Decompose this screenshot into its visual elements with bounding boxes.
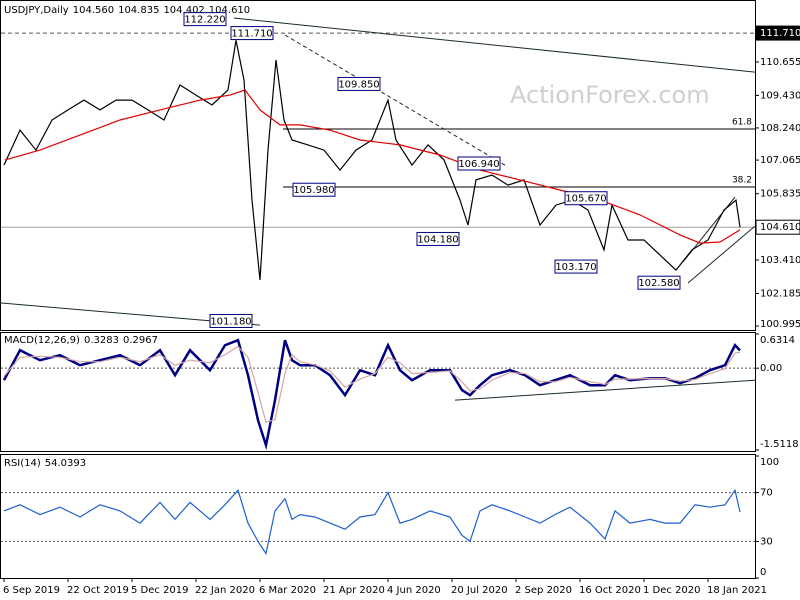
- quote-value: 104.835: [118, 5, 159, 16]
- panel-title: RSI(14) 54.0393: [4, 458, 86, 469]
- x-tick-label: 21 Apr 2020: [323, 585, 385, 596]
- pivot-box: [416, 231, 460, 246]
- y-tick-label: 0.6314: [760, 335, 795, 346]
- price-box: [755, 219, 800, 235]
- pivot-box: [637, 275, 681, 290]
- pivot-label: 105.980: [293, 185, 334, 196]
- pivot-label: 104.180: [417, 234, 458, 245]
- x-tick-label: 16 Oct 2020: [579, 585, 641, 596]
- series-line: [3, 488, 741, 556]
- pivot-label: 109.850: [338, 79, 379, 90]
- pivot-box: [183, 12, 227, 27]
- quote-value: 104.402: [163, 5, 204, 16]
- x-tick-label: 5 Dec 2019: [131, 585, 189, 596]
- x-tick-label: 4 Jun 2020: [387, 585, 441, 596]
- pivot-box: [457, 156, 501, 171]
- x-tick-label: 2 Sep 2020: [515, 585, 572, 596]
- pivot-label: 112.220: [184, 15, 225, 26]
- y-tick-label: 104.610: [760, 222, 800, 233]
- y-tick-label: 111.710: [760, 28, 800, 39]
- trendline: [284, 34, 506, 166]
- y-tick-label: 100: [760, 457, 779, 468]
- title-text: RSI(14): [4, 458, 41, 469]
- title-text: MACD(12,26,9): [4, 335, 80, 346]
- pivot-label: 111.710: [231, 29, 272, 40]
- x-tick-label: 22 Jan 2020: [195, 585, 255, 596]
- y-tick-label: 105.835: [760, 189, 800, 200]
- level-label: 38.2: [732, 176, 752, 186]
- series-line: [3, 40, 741, 281]
- y-tick-label: -1.5118: [760, 439, 799, 450]
- y-tick-label: 70: [760, 488, 773, 499]
- y-tick-label: 108.240: [760, 123, 800, 134]
- quote-value: 104.560: [73, 5, 114, 16]
- price-box: [755, 25, 800, 41]
- x-tick-label: 20 Jul 2020: [451, 585, 508, 596]
- y-tick-label: 100.995: [760, 319, 800, 330]
- x-tick-label: 1 Dec 2020: [643, 585, 701, 596]
- x-tick-label: 6 Sep 2019: [3, 585, 60, 596]
- y-tick-label: 30: [760, 536, 773, 547]
- pivot-box: [554, 259, 598, 274]
- series-line: [2, 338, 741, 451]
- pivot-box: [209, 313, 253, 328]
- readout-value: 0.3283: [84, 335, 119, 346]
- pivot-box: [564, 191, 608, 206]
- panel-title: USDJPY,Daily 104.560 104.835 104.402 104.610: [4, 5, 250, 16]
- trendline: [687, 225, 756, 284]
- readout-value: 0.2967: [123, 335, 158, 346]
- watermark: ActionForex.com: [510, 81, 710, 109]
- pivot-box: [292, 182, 336, 197]
- pivot-label: 105.670: [565, 194, 606, 205]
- readout-value: 54.0393: [45, 458, 86, 469]
- pivot-label: 106.940: [458, 159, 499, 170]
- panel-title: MACD(12,26,9) 0.3283 0.2967: [4, 335, 158, 346]
- macd-panel: [0, 332, 756, 452]
- pivot-box: [230, 26, 274, 41]
- y-tick-label: 0.00: [760, 363, 782, 374]
- pivot-box: [337, 76, 381, 91]
- x-tick-label: 6 Mar 2020: [259, 585, 316, 596]
- trendline: [233, 17, 756, 73]
- pivot-label: 101.180: [210, 316, 251, 327]
- series-line: [4, 89, 741, 244]
- pivot-label: 103.170: [555, 262, 596, 273]
- rsi-panel: [0, 454, 756, 579]
- x-tick-label: 22 Oct 2019: [67, 585, 129, 596]
- y-tick-label: 110.655: [760, 57, 800, 68]
- series-line: [3, 345, 741, 424]
- y-tick-label: 107.065: [760, 155, 800, 166]
- level-label: 61.8: [732, 118, 752, 128]
- x-tick-label: 18 Jan 2021: [707, 585, 767, 596]
- y-tick-label: 0: [760, 567, 766, 578]
- quote-value: 104.610: [209, 5, 250, 16]
- y-tick-label: 102.185: [760, 289, 800, 300]
- trendline: [454, 379, 756, 401]
- y-tick-label: 103.410: [760, 255, 800, 266]
- title-text: USDJPY,Daily: [4, 5, 69, 16]
- main-panel: [0, 0, 756, 331]
- pivot-label: 102.580: [638, 278, 679, 289]
- y-tick-label: 109.430: [760, 90, 800, 101]
